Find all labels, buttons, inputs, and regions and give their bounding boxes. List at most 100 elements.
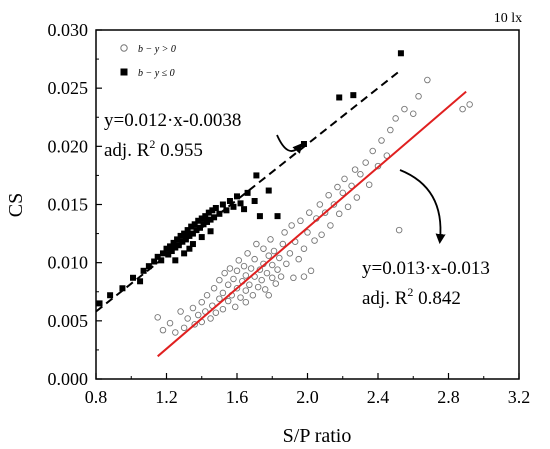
data-point-open-circle xyxy=(392,115,399,122)
data-point-open-circle xyxy=(341,175,348,183)
data-point-open-circle xyxy=(265,252,272,259)
data-point-filled-square xyxy=(181,250,188,257)
data-point-filled-square xyxy=(300,141,307,148)
arrow-to-red-fit xyxy=(399,169,446,244)
data-point-filled-square xyxy=(174,236,181,243)
data-point-open-circle xyxy=(254,283,262,291)
data-point-open-circle xyxy=(307,267,315,275)
data-point-open-circle xyxy=(224,281,232,289)
data-point-filled-square xyxy=(336,94,343,101)
data-point-open-circle xyxy=(172,329,179,336)
x-tick-label: 2.0 xyxy=(296,387,319,407)
data-point-open-circle xyxy=(212,309,220,316)
data-point-open-circle xyxy=(415,93,422,100)
data-point-open-circle xyxy=(180,324,188,332)
data-point-filled-square xyxy=(137,278,144,285)
data-point-open-circle xyxy=(401,105,408,113)
data-point-filled-square xyxy=(184,227,191,234)
data-point-open-circle xyxy=(184,315,191,322)
data-point-open-circle xyxy=(277,273,285,280)
data-point-filled-square xyxy=(234,193,240,200)
data-point-filled-square xyxy=(253,172,260,179)
data-point-filled-square xyxy=(96,300,103,307)
data-point-open-circle xyxy=(233,285,241,292)
data-point-open-circle xyxy=(260,245,267,252)
data-point-filled-square xyxy=(167,243,174,250)
data-point-open-circle xyxy=(261,286,269,293)
data-point-filled-square xyxy=(202,213,209,220)
fit-annotation-red: y=0.013·x-0.013 adj. R2 0.842 xyxy=(362,258,490,309)
data-point-filled-square xyxy=(195,217,202,224)
data-point-open-circle xyxy=(256,266,264,273)
data-point-filled-square xyxy=(119,285,126,292)
data-point-open-circle xyxy=(240,262,248,270)
data-point-open-circle xyxy=(316,201,324,208)
data-point-open-circle xyxy=(154,314,161,321)
data-point-filled-square xyxy=(198,215,205,222)
data-point-filled-square xyxy=(265,187,272,194)
data-point-open-circle xyxy=(244,250,251,257)
fit-r2-red: adj. R2 0.842 xyxy=(362,285,461,309)
legend-label-b-y-positive: b − y > 0 xyxy=(138,44,176,55)
data-point-filled-square xyxy=(172,244,179,251)
data-point-open-circle xyxy=(286,250,294,257)
data-point-open-circle xyxy=(274,266,281,273)
data-point-filled-square xyxy=(207,228,214,235)
data-point-open-circle xyxy=(300,245,308,252)
data-point-filled-square xyxy=(397,50,404,57)
data-point-filled-square xyxy=(251,198,258,205)
data-point-open-circle xyxy=(279,240,287,248)
data-point-open-circle xyxy=(267,236,274,243)
data-point-open-circle xyxy=(335,210,343,218)
data-point-open-circle xyxy=(306,209,313,216)
data-point-filled-square xyxy=(170,239,177,246)
data-point-open-circle xyxy=(210,285,218,292)
data-point-open-circle xyxy=(353,194,361,201)
data-point-filled-square xyxy=(154,253,161,260)
data-point-open-circle xyxy=(194,311,202,319)
data-point-open-circle xyxy=(247,265,255,272)
data-point-open-circle xyxy=(357,171,364,178)
fit-r2-black: adj. R2 0.955 xyxy=(104,137,203,161)
y-tick-label: 0.000 xyxy=(48,369,89,389)
data-point-filled-square xyxy=(158,257,165,264)
data-point-filled-square xyxy=(198,234,205,241)
data-point-filled-square xyxy=(205,209,212,216)
data-point-open-circle xyxy=(344,203,352,211)
data-point-filled-square xyxy=(151,258,158,265)
data-point-open-circle xyxy=(330,201,338,208)
y-tick-label: 0.005 xyxy=(48,311,89,331)
data-point-open-circle xyxy=(191,321,198,328)
data-point-filled-square xyxy=(207,216,214,223)
x-tick-label: 1.2 xyxy=(155,387,178,407)
data-point-filled-square xyxy=(226,198,233,205)
x-tick-label: 2.8 xyxy=(437,387,460,407)
data-point-open-circle xyxy=(230,275,237,283)
x-axis-title: S/P ratio xyxy=(283,425,352,447)
fit-equation-black: y=0.012·x-0.0038 xyxy=(104,110,241,131)
data-point-open-circle xyxy=(263,269,271,277)
data-point-filled-square xyxy=(244,189,251,196)
data-point-filled-square xyxy=(175,242,182,249)
data-point-filled-square xyxy=(107,292,114,299)
data-point-open-circle xyxy=(219,289,227,297)
data-point-filled-square xyxy=(181,230,188,237)
data-point-open-circle xyxy=(272,280,280,287)
data-point-open-circle xyxy=(258,276,265,284)
data-point-filled-square xyxy=(216,210,223,217)
data-point-open-circle xyxy=(378,137,385,144)
data-layer xyxy=(95,50,473,358)
data-point-filled-square xyxy=(159,250,166,257)
data-point-filled-square xyxy=(189,230,196,237)
data-point-filled-square xyxy=(230,203,237,210)
data-point-open-circle xyxy=(365,181,373,188)
data-point-filled-square xyxy=(172,257,179,264)
data-point-filled-square xyxy=(163,245,170,252)
data-point-open-circle xyxy=(233,267,241,275)
data-point-open-circle xyxy=(276,254,283,262)
data-point-open-circle xyxy=(219,305,227,313)
data-point-open-circle xyxy=(459,105,466,113)
data-point-open-circle xyxy=(395,226,403,234)
data-point-open-circle xyxy=(290,274,297,282)
